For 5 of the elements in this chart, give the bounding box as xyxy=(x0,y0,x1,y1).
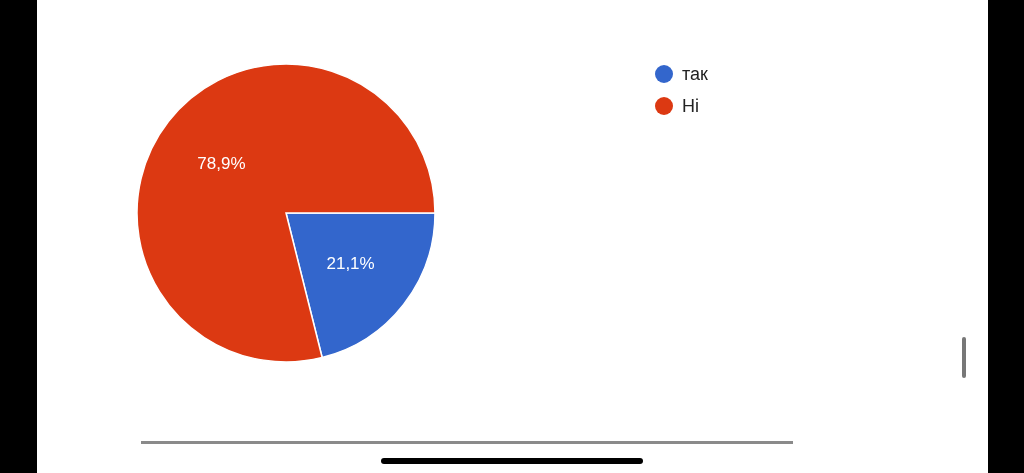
legend-label: Ні xyxy=(682,96,699,117)
data-label: 21,1% xyxy=(326,254,375,274)
pie-slice xyxy=(136,63,436,363)
data-label: 78,9% xyxy=(197,153,246,173)
legend-label: так xyxy=(682,64,709,85)
